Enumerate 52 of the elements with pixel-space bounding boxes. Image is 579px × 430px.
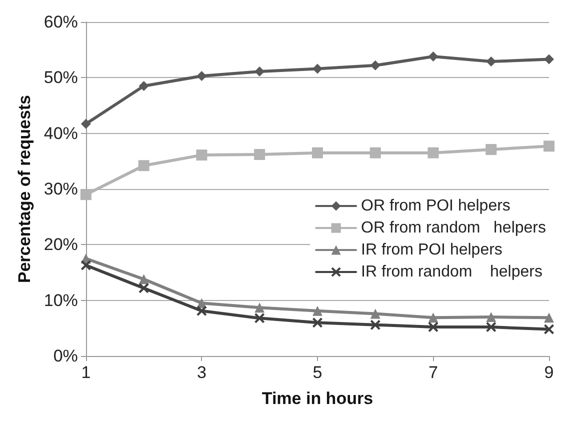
point: [312, 318, 322, 328]
y-tick-label: 40%: [44, 124, 78, 143]
point: [370, 308, 380, 319]
y-tick-label: 30%: [44, 180, 78, 198]
legend-label: OR from POI helpers: [361, 198, 510, 214]
point: [138, 81, 149, 92]
point: [428, 52, 438, 62]
x-tick-label: 3: [196, 363, 206, 382]
point: [196, 306, 207, 316]
point: [370, 147, 381, 158]
y-tick-label: 60%: [44, 12, 78, 32]
point: [312, 147, 323, 158]
y-axis-title: Percentage of requests: [15, 94, 34, 284]
point: [254, 313, 265, 324]
x-tick-label: 1: [81, 363, 91, 382]
point: [486, 144, 497, 155]
point: [486, 312, 496, 322]
y-tick-label: 0%: [53, 346, 78, 366]
point: [138, 160, 150, 172]
point: [544, 54, 554, 64]
x-tick-label: 9: [544, 363, 554, 382]
point: [138, 283, 149, 294]
point: [138, 274, 149, 284]
point: [254, 148, 266, 160]
point: [544, 324, 554, 334]
point: [428, 312, 438, 323]
point: [196, 70, 207, 81]
y-tick-label: 50%: [44, 68, 78, 88]
point: [428, 322, 438, 332]
point: [80, 260, 91, 270]
x-tick-label: 5: [312, 363, 322, 382]
point: [254, 66, 265, 77]
point: [370, 60, 380, 70]
point: [196, 150, 208, 161]
y-tick-label: 10%: [44, 290, 78, 310]
point: [370, 320, 380, 330]
point: [80, 118, 91, 129]
point: [544, 312, 554, 323]
point: [544, 140, 554, 152]
point: [486, 322, 496, 332]
point: [254, 302, 265, 313]
x-axis-title: Time in hours: [262, 389, 374, 408]
point: [80, 189, 92, 200]
point: [486, 56, 496, 67]
x-tick-label: 7: [428, 363, 438, 382]
legend-label: IR from random helpers: [361, 264, 542, 280]
legend-label: IR from POI helpers: [361, 242, 502, 258]
point: [428, 147, 439, 158]
point: [312, 306, 322, 316]
y-tick-label: 20%: [44, 235, 78, 254]
legend-label: OR from random helpers: [361, 220, 546, 236]
point: [312, 64, 322, 74]
